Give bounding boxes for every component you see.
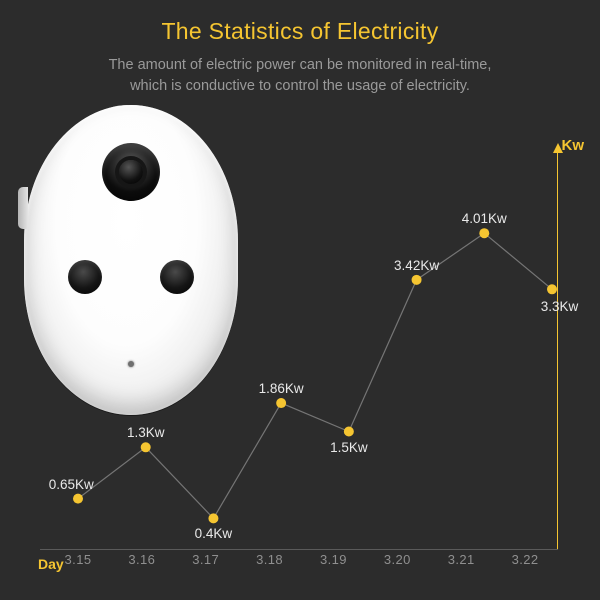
data-point-label: 1.5Kw xyxy=(330,440,368,455)
data-point-label: 0.65Kw xyxy=(49,477,94,492)
page-title: The Statistics of Electricity xyxy=(0,0,600,45)
series-line xyxy=(78,233,552,518)
data-point-label: 1.86Kw xyxy=(259,381,304,396)
data-point-label: 3.3Kw xyxy=(541,299,579,314)
data-point xyxy=(141,442,151,452)
data-point xyxy=(208,513,218,523)
data-point xyxy=(344,427,354,437)
line-plot xyxy=(40,145,580,570)
data-point-label: 1.3Kw xyxy=(127,425,165,440)
page-subtitle: The amount of electric power can be moni… xyxy=(0,55,600,97)
subtitle-line-1: The amount of electric power can be moni… xyxy=(109,57,492,73)
data-point-label: 3.42Kw xyxy=(394,258,439,273)
subtitle-line-2: which is conductive to control the usage… xyxy=(130,78,470,94)
data-point xyxy=(479,228,489,238)
data-point xyxy=(276,398,286,408)
power-usage-chart: Kw Day 3.153.163.173.183.193.203.213.22 … xyxy=(40,145,580,570)
data-point xyxy=(412,275,422,285)
data-point-label: 4.01Kw xyxy=(462,211,507,226)
data-point-label: 0.4Kw xyxy=(195,526,233,541)
data-point xyxy=(73,494,83,504)
data-point xyxy=(547,284,557,294)
